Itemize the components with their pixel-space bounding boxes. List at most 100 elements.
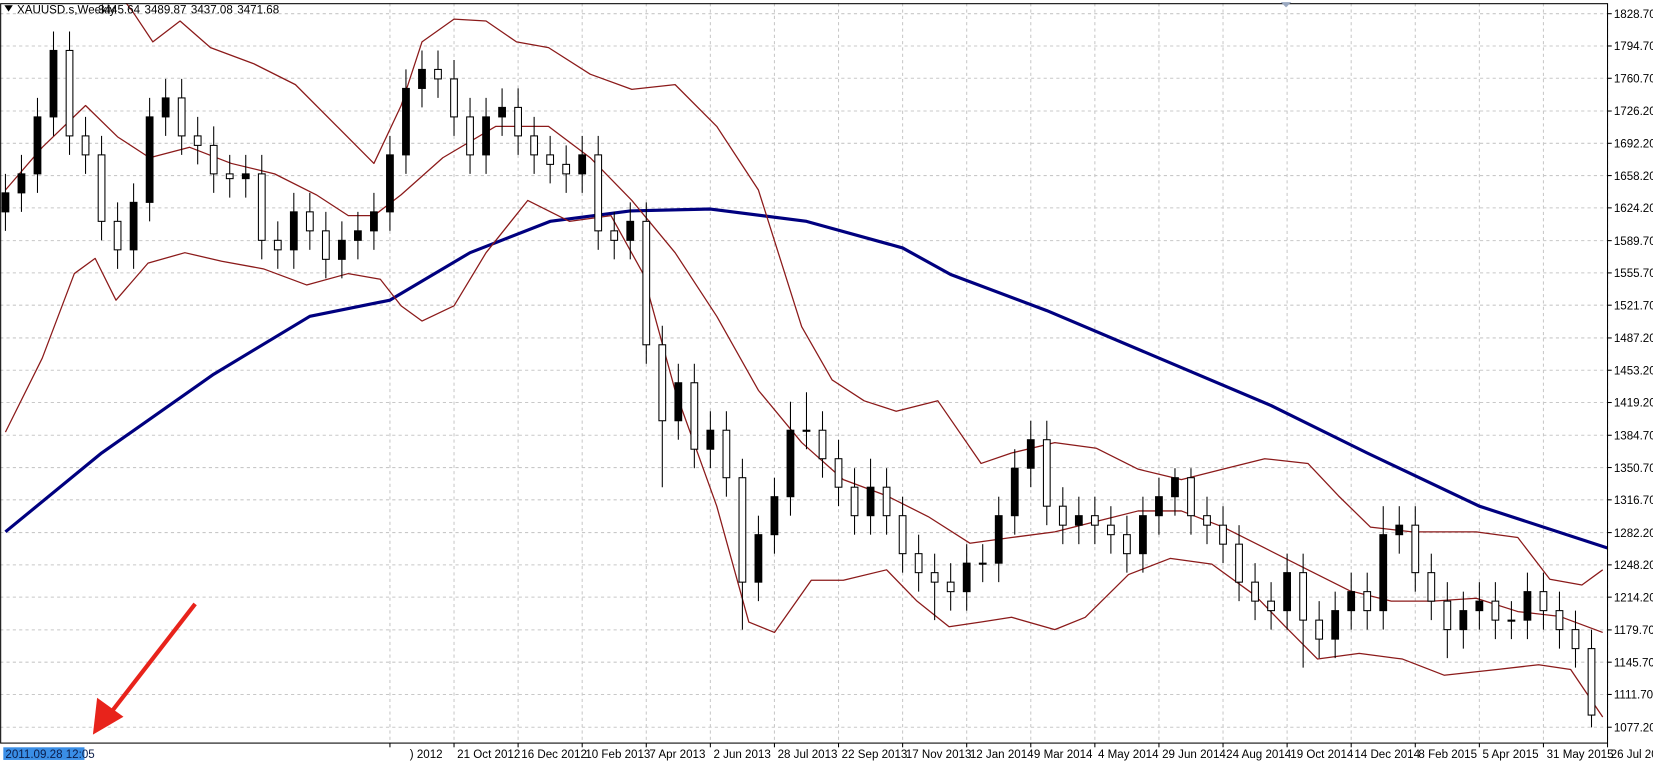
candle-body [1283,572,1292,612]
candle-body [113,220,122,251]
candle-body [1411,524,1420,574]
candle-body [1058,505,1067,526]
candle-body [1555,610,1564,631]
candle-body [498,106,506,118]
candle-body [337,239,346,260]
y-tick-label: 1828.70 [1614,9,1653,21]
x-tick-label: 2 Jun 2013 [714,749,771,761]
header-value: 3445.64 [98,5,140,17]
candle-body [802,429,811,432]
candle-body [1106,524,1115,536]
y-tick-label: 1624.20 [1614,203,1653,215]
y-tick-label: 1145.70 [1614,657,1653,669]
candle-body [850,486,859,517]
candle-body [97,154,106,222]
indicator-line [4,199,1604,718]
candle-body [305,211,314,232]
candle-body [1475,600,1484,612]
header-value: 3489.87 [145,5,187,17]
plot-area [1,3,1608,728]
candle-body [1459,610,1468,631]
x-tick-label: 22 Sep 2013 [842,749,908,761]
x-tick-label: 31 May 2015 [1547,749,1614,761]
x-tick-label: 17 Nov 2013 [906,749,972,761]
candle-body [257,173,266,241]
candle-body [1074,515,1083,526]
candle-body [882,486,891,517]
y-tick-label: 1316.70 [1614,495,1653,507]
candle-body [193,135,202,146]
x-tick-label: 9 Mar 2014 [1034,749,1093,761]
candle-body [482,116,490,156]
candle-body [594,154,603,232]
candle-body [1347,591,1356,612]
candle-body [49,49,58,118]
candle-body [578,154,587,175]
candle-body [1587,648,1596,716]
candle-body [434,68,442,80]
candle-body [1491,600,1500,621]
candle-body [354,230,362,241]
x-tick-label: 29 Jun 2014 [1162,749,1226,761]
y-tick-label: 1214.20 [1614,592,1653,604]
x-tick-label: 21 Oct 2012 [457,749,520,761]
plot-border [0,3,1609,744]
x-tick-label: ) 2012 [410,749,443,761]
header-value: 3471.68 [237,5,279,17]
x-tick-label: 24 Aug 2014 [1226,749,1292,761]
candle-body [1203,515,1211,526]
candle-body [129,201,138,251]
y-tick-label: 1111.70 [1614,690,1653,702]
header-values: 3445.64 3489.87 3437.08 3471.68 [98,5,279,17]
candle-body [33,116,42,175]
candle-body [81,135,90,156]
x-tick-label: 10 Feb 2013 [585,749,650,761]
candle-body [177,97,186,137]
y-tick-label: 1282.20 [1614,528,1653,540]
y-tick-label: 1248.20 [1614,560,1653,572]
candle-body [530,135,539,156]
candle-body [658,344,667,422]
candle-body [17,173,26,194]
arrow-head [92,697,124,735]
candle-body [1042,439,1051,507]
candle-body [1523,591,1532,621]
candle-body [145,116,154,203]
indicator-line [4,104,1603,634]
candle-body [1,192,10,213]
y-tick-label: 1487.20 [1614,333,1653,345]
y-tick-label: 1350.70 [1614,463,1653,475]
y-tick-label: 1384.70 [1614,430,1653,442]
candle-body [1010,467,1019,517]
candle-body [225,173,234,180]
y-tick-label: 1419.20 [1614,398,1653,410]
y-tick-label: 1658.20 [1614,171,1653,183]
candle-body [770,496,779,536]
menu-icon[interactable] [4,5,13,12]
y-tick-label: 1692.20 [1614,139,1653,151]
candle-body [1139,515,1147,555]
scroll-marker [1280,2,1292,8]
candle-body [914,553,923,574]
y-tick-label: 1726.20 [1614,106,1653,118]
candle-body [706,429,715,450]
candle-body [722,429,731,479]
candle-body [1123,534,1131,555]
candle-body [546,154,555,165]
candle-body [1235,543,1243,583]
candle-body [450,78,458,118]
candle-body [642,220,651,346]
candle-body [754,534,763,583]
y-tick-label: 1794.70 [1614,41,1653,53]
candle-body [1427,572,1436,602]
y-tick-label: 1760.70 [1614,73,1653,85]
candle-body [1395,524,1404,536]
candle-body [690,382,699,450]
candle-body [1379,534,1388,612]
candle-body [898,515,907,555]
y-tick-label: 1521.70 [1614,300,1653,312]
candle-body [1443,600,1452,631]
candle-body [1299,572,1308,621]
